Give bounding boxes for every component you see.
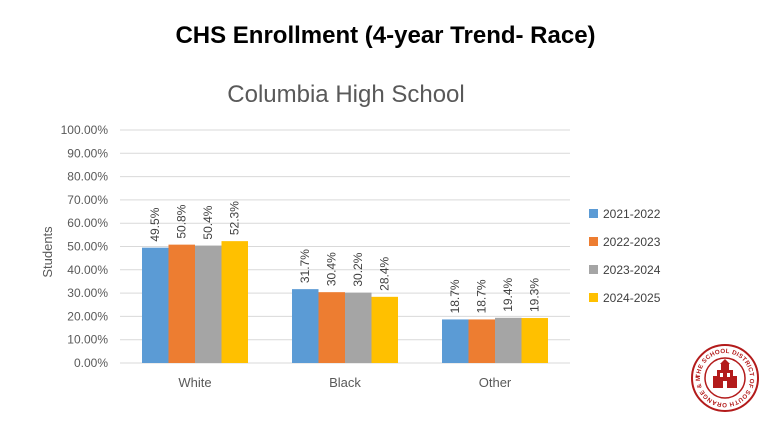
x-tick-label: White [178, 375, 211, 390]
data-label: 28.4% [378, 256, 392, 290]
y-tick-label: 10.00% [67, 333, 108, 347]
legend-item: 2022-2023 [603, 235, 661, 249]
legend-swatch [589, 293, 598, 302]
data-label: 18.7% [448, 279, 462, 313]
bar [371, 296, 398, 363]
y-axis-label: Students [40, 226, 55, 278]
legend-item: 2024-2025 [603, 291, 661, 305]
bar [345, 292, 372, 363]
bar [221, 241, 248, 363]
y-tick-label: 80.00% [67, 170, 108, 184]
bar [468, 319, 495, 363]
data-label: 31.7% [298, 249, 312, 283]
legend-swatch [589, 265, 598, 274]
x-tick-label: Other [479, 375, 512, 390]
bar [495, 317, 522, 363]
y-tick-label: 90.00% [67, 146, 108, 160]
y-tick-label: 50.00% [67, 240, 108, 254]
y-tick-label: 60.00% [67, 216, 108, 230]
data-label: 19.3% [528, 278, 542, 312]
bar [318, 292, 345, 363]
bar [168, 244, 195, 363]
x-tick-labels: White Black Other [178, 375, 512, 390]
y-tick-label: 100.00% [61, 123, 109, 137]
bar [195, 245, 222, 363]
y-tick-label: 30.00% [67, 286, 108, 300]
legend-item: 2021-2022 [603, 207, 661, 221]
y-tick-label: 40.00% [67, 263, 108, 277]
data-label: 49.5% [148, 207, 162, 241]
data-label: 52.3% [228, 201, 242, 235]
data-label: 50.4% [201, 205, 215, 239]
bar [292, 289, 319, 363]
legend-swatch [589, 237, 598, 246]
legend-item: 2023-2024 [603, 263, 661, 277]
data-label: 50.8% [175, 204, 189, 238]
bar [142, 247, 169, 363]
school-district-seal-icon: THE SCHOOL DISTRICT OF SOUTH ORANGE & MA… [690, 343, 759, 412]
y-tick-label: 70.00% [67, 193, 108, 207]
y-tick-label: 20.00% [67, 309, 108, 323]
legend-swatch [589, 209, 598, 218]
data-labels: 49.5% 50.8% 50.4% 52.3% 31.7% 30.4% 30.2% 28.4%… [148, 201, 542, 314]
x-tick-label: Black [329, 375, 361, 390]
bar [442, 319, 469, 363]
chart-title: Columbia High School [227, 81, 464, 108]
data-label: 18.7% [475, 279, 489, 313]
y-tick-label: 0.00% [74, 356, 108, 370]
data-label: 19.4% [501, 277, 515, 311]
data-label: 30.2% [351, 252, 365, 286]
bars [142, 241, 548, 363]
slide-title: CHS Enrollment (4-year Trend- Race) [175, 22, 596, 49]
legend: 2021-2022 2022-2023 2023-2024 2024-2025 [589, 207, 661, 305]
data-label: 30.4% [325, 252, 339, 286]
bar [521, 318, 548, 363]
y-tick-labels: 0.00% 10.00% 20.00% 30.00% 40.00% 50.00% 60.00… [61, 123, 109, 370]
